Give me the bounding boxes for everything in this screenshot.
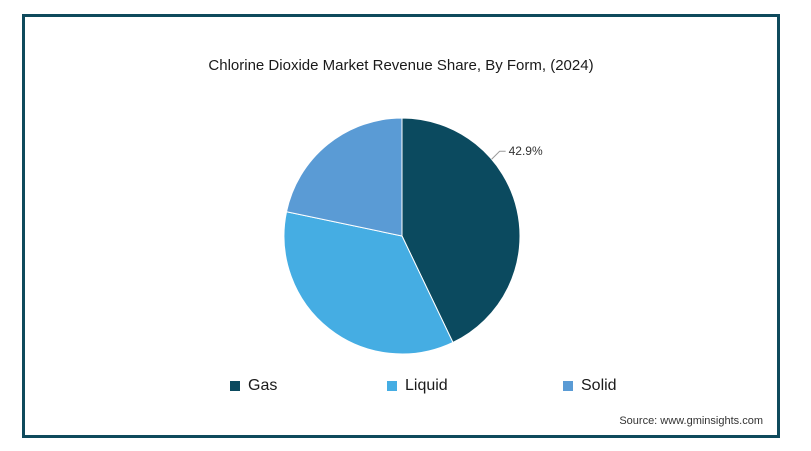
legend-label-solid: Solid: [581, 377, 617, 394]
data-label-leader-gas: [491, 150, 506, 160]
pie-slice-liquid: [283, 211, 454, 355]
legend-item-solid: Solid: [563, 377, 617, 395]
source-note: Source: www.gminsights.com: [619, 415, 763, 427]
legend-label-gas: Gas: [248, 377, 278, 394]
legend-label-liquid: Liquid: [405, 377, 448, 394]
data-label-gas: 42.9%: [509, 144, 543, 158]
legend-swatch-solid: [563, 381, 573, 391]
legend-item-gas: Gas: [230, 377, 277, 395]
pie-slice-gas: [401, 117, 521, 344]
legend-swatch-liquid: [387, 381, 397, 391]
legend-item-liquid: Liquid: [387, 377, 448, 395]
chart-title: Chlorine Dioxide Market Revenue Share, B…: [208, 57, 594, 74]
legend-swatch-gas: [230, 381, 240, 391]
legend: Gas Liquid Solid: [0, 377, 811, 401]
pie-slice-solid: [285, 117, 403, 237]
